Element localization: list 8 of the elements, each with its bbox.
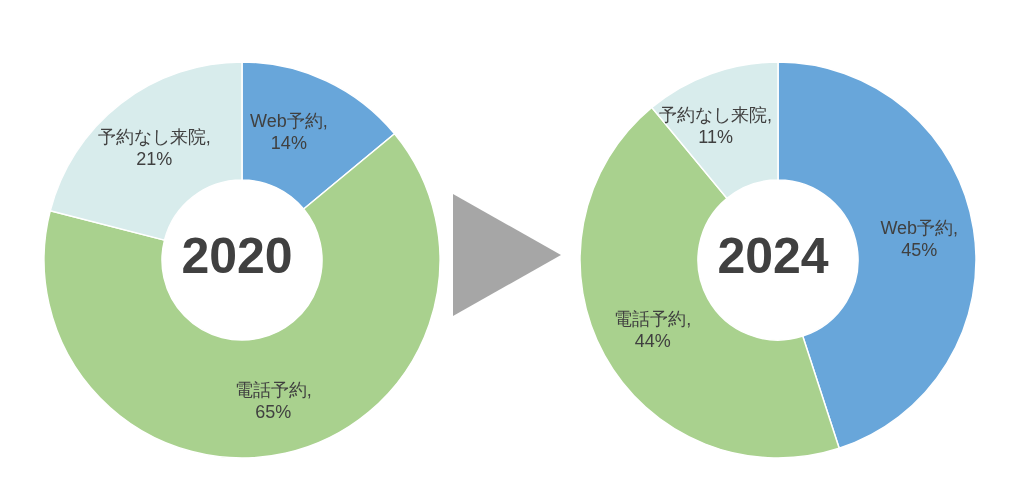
slice-label: Web予約, 14% <box>250 110 328 153</box>
slice-label: 電話予約, 65% <box>234 379 312 422</box>
slice-label: 予約なし来院, 21% <box>97 127 211 170</box>
text: 2024 <box>717 228 829 284</box>
slice-label: Web予約, 45% <box>880 217 959 260</box>
slice-label: 電話予約, 44% <box>614 308 692 351</box>
slice-label: 予約なし来院, 11% <box>659 105 773 148</box>
text: 2020 <box>181 228 293 284</box>
